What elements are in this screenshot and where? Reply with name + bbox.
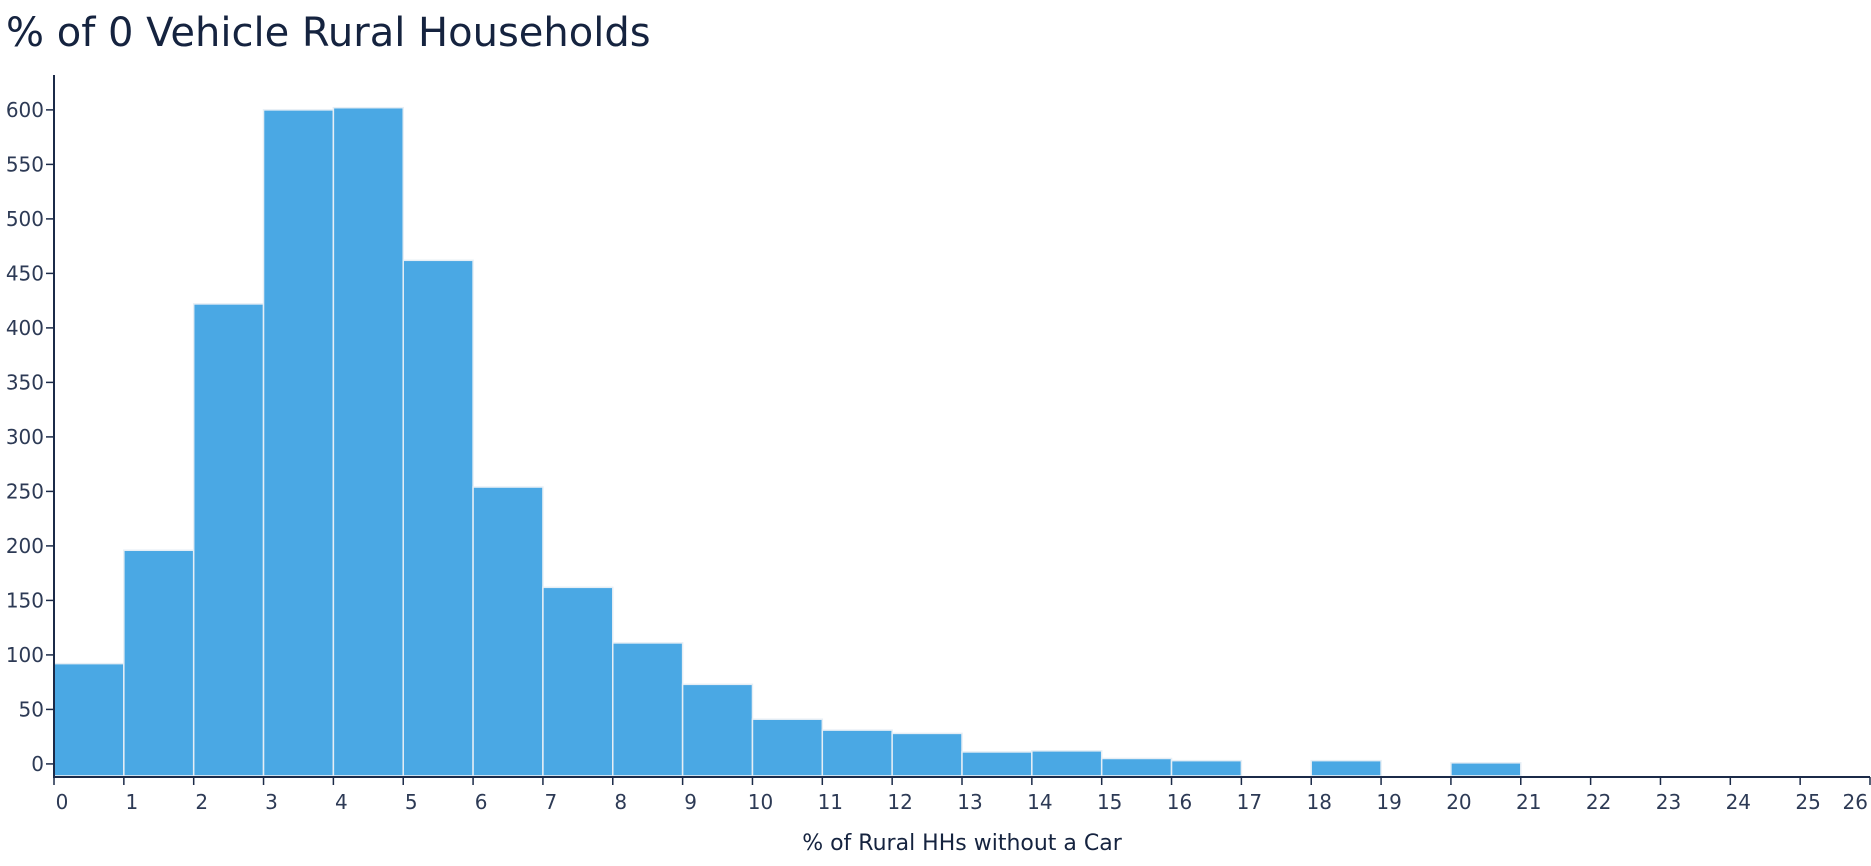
x-tick-label: 17 bbox=[1237, 790, 1262, 814]
y-tick-label: 250 bbox=[6, 479, 44, 503]
histogram-bar bbox=[542, 586, 614, 777]
x-tick-label: 8 bbox=[614, 790, 627, 814]
bars-layer bbox=[53, 106, 1522, 777]
x-tick-label: 9 bbox=[684, 790, 697, 814]
y-tick-label: 0 bbox=[31, 752, 44, 776]
x-tick-label: 15 bbox=[1097, 790, 1122, 814]
x-tick-label: 21 bbox=[1516, 790, 1541, 814]
x-tick-label: 13 bbox=[957, 790, 982, 814]
histogram-bar bbox=[192, 303, 265, 777]
histogram-bar bbox=[891, 732, 963, 777]
x-tick-label: 1 bbox=[125, 790, 138, 814]
y-tick-label: 400 bbox=[6, 316, 44, 340]
x-tick-label: 22 bbox=[1586, 790, 1611, 814]
histogram-bar bbox=[1310, 759, 1382, 777]
histogram-bar bbox=[821, 729, 893, 777]
x-tick-label: 20 bbox=[1446, 790, 1471, 814]
histogram-bar bbox=[53, 662, 125, 777]
x-tick-label: 16 bbox=[1167, 790, 1192, 814]
histogram-bar bbox=[402, 259, 474, 777]
y-tick-label: 200 bbox=[6, 534, 44, 558]
x-tick-label: 12 bbox=[887, 790, 912, 814]
x-tick-label: 6 bbox=[475, 790, 488, 814]
y-tick-label: 550 bbox=[6, 152, 44, 176]
histogram-bar bbox=[332, 106, 404, 777]
chart-title: % of 0 Vehicle Rural Households bbox=[6, 10, 651, 56]
x-tick-label: 24 bbox=[1726, 790, 1751, 814]
x-tick-label: 18 bbox=[1307, 790, 1332, 814]
x-tick-label: 10 bbox=[748, 790, 773, 814]
x-tick-label: 11 bbox=[818, 790, 843, 814]
histogram-bar bbox=[1100, 757, 1173, 777]
y-tick-label: 300 bbox=[6, 425, 44, 449]
axes-layer bbox=[46, 75, 1871, 785]
x-tick-label: 19 bbox=[1376, 790, 1401, 814]
y-tick-label: 50 bbox=[19, 697, 44, 721]
x-tick-label: 3 bbox=[265, 790, 278, 814]
y-tick-label: 100 bbox=[6, 643, 44, 667]
histogram-bar bbox=[262, 109, 335, 777]
x-tick-label: 0 bbox=[56, 790, 69, 814]
y-tick-label: 350 bbox=[6, 370, 44, 394]
histogram-bar bbox=[1170, 759, 1243, 777]
y-tick-label: 450 bbox=[6, 261, 44, 285]
histogram-bar bbox=[1450, 762, 1522, 777]
x-tick-label: 23 bbox=[1656, 790, 1681, 814]
x-axis-title: % of Rural HHs without a Car bbox=[802, 831, 1123, 856]
x-tick-label: 14 bbox=[1027, 790, 1052, 814]
y-tick-label: 600 bbox=[6, 98, 44, 122]
y-tick-label: 500 bbox=[6, 207, 44, 231]
histogram-bar bbox=[612, 642, 684, 777]
histogram-bar bbox=[1031, 750, 1103, 777]
x-tick-label: 25 bbox=[1795, 790, 1820, 814]
histogram-bar bbox=[751, 718, 824, 777]
x-tick-label: 5 bbox=[405, 790, 418, 814]
histogram-bar bbox=[472, 486, 544, 777]
x-tick-label: 2 bbox=[195, 790, 208, 814]
y-tick-label: 150 bbox=[6, 588, 44, 612]
histogram-bar bbox=[961, 751, 1033, 777]
x-tick-label: 4 bbox=[335, 790, 348, 814]
histogram-bar bbox=[123, 549, 195, 777]
histogram-bar bbox=[681, 683, 754, 777]
x-tick-label: 26 bbox=[1843, 790, 1868, 814]
x-tick-label: 7 bbox=[545, 790, 558, 814]
